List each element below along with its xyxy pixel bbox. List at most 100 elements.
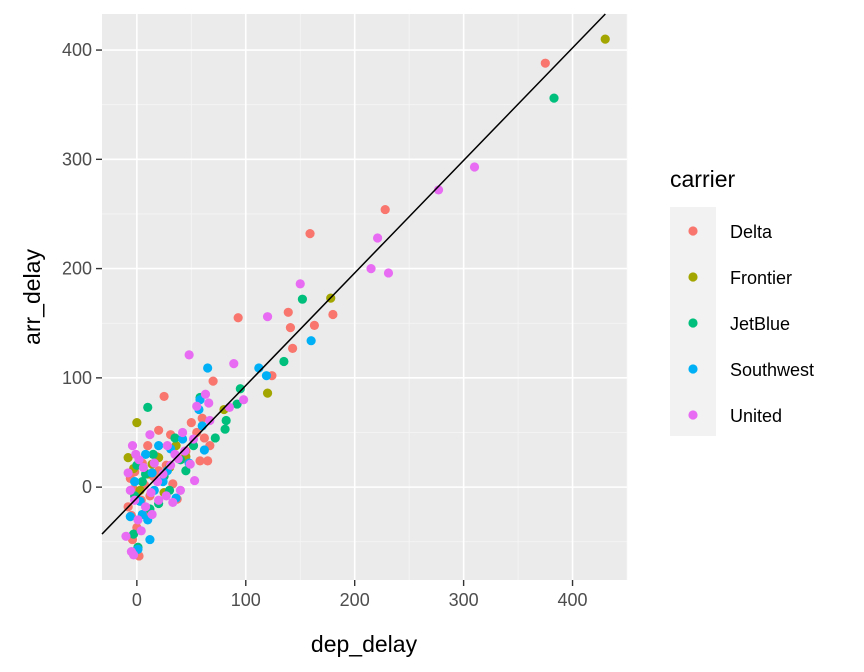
y-tick-label: 200 bbox=[62, 259, 92, 279]
data-points bbox=[121, 34, 610, 561]
point-united bbox=[158, 469, 168, 479]
point-united bbox=[383, 268, 394, 278]
x-tick-label: 300 bbox=[449, 590, 479, 610]
point-united bbox=[147, 509, 157, 520]
point-united bbox=[205, 415, 215, 426]
point-united bbox=[238, 395, 249, 405]
y-axis-title: arr_delay bbox=[19, 249, 45, 345]
x-tick-label: 200 bbox=[340, 590, 370, 610]
point-jetblue bbox=[137, 477, 147, 487]
point-delta bbox=[199, 433, 209, 443]
point-delta bbox=[159, 391, 169, 402]
point-united bbox=[366, 263, 376, 274]
point-delta bbox=[195, 456, 205, 466]
point-jetblue bbox=[297, 294, 308, 304]
y-tick-label: 300 bbox=[62, 149, 92, 169]
point-delta bbox=[328, 309, 338, 320]
point-southwest bbox=[306, 336, 316, 346]
y-axis-ticks: 0 100 200 300 400 bbox=[62, 40, 102, 497]
point-united bbox=[146, 487, 156, 498]
point-united bbox=[180, 446, 190, 456]
point-delta bbox=[197, 413, 207, 423]
legend-label-jetblue: JetBlue bbox=[730, 314, 790, 334]
point-united bbox=[149, 458, 159, 468]
point-jetblue bbox=[549, 93, 559, 103]
point-united bbox=[125, 485, 135, 496]
legend-label-frontier: Frontier bbox=[730, 268, 792, 288]
y-tick-label: 0 bbox=[82, 477, 92, 497]
legend-key-southwest bbox=[688, 364, 698, 374]
point-jetblue bbox=[170, 433, 180, 443]
point-delta bbox=[380, 204, 390, 215]
point-united bbox=[131, 449, 141, 459]
point-delta bbox=[208, 376, 218, 386]
legend-key-delta bbox=[688, 226, 698, 236]
point-delta bbox=[283, 307, 293, 317]
point-southwest bbox=[261, 371, 272, 381]
point-southwest bbox=[147, 468, 157, 478]
point-united bbox=[145, 430, 155, 440]
point-united bbox=[168, 497, 178, 508]
point-southwest bbox=[125, 512, 135, 522]
point-united bbox=[121, 531, 131, 541]
legend-label-southwest: Southwest bbox=[730, 360, 814, 380]
point-delta bbox=[143, 441, 153, 451]
point-jetblue bbox=[221, 415, 231, 426]
x-axis-ticks: 0 100 200 300 400 bbox=[132, 580, 588, 610]
point-frontier bbox=[262, 388, 273, 398]
point-united bbox=[469, 162, 480, 172]
point-united bbox=[192, 401, 202, 411]
point-united bbox=[189, 475, 200, 486]
point-southwest bbox=[154, 441, 164, 451]
point-southwest bbox=[130, 477, 140, 487]
point-jetblue bbox=[232, 399, 242, 409]
point-united bbox=[162, 441, 172, 451]
point-jetblue bbox=[143, 402, 153, 412]
reference-line-group bbox=[101, 13, 606, 535]
point-united bbox=[136, 526, 146, 536]
legend-label-united: United bbox=[730, 406, 782, 426]
point-jetblue bbox=[235, 384, 245, 394]
point-united bbox=[133, 515, 143, 525]
point-delta bbox=[203, 456, 213, 466]
point-united bbox=[295, 279, 305, 289]
point-delta bbox=[540, 58, 550, 68]
legend-key-frontier bbox=[688, 272, 698, 282]
point-united bbox=[154, 495, 164, 505]
point-southwest bbox=[199, 445, 209, 455]
reference-line bbox=[101, 13, 606, 535]
point-united bbox=[204, 398, 214, 408]
y-tick-label: 100 bbox=[62, 368, 92, 388]
legend-key-united bbox=[688, 410, 698, 420]
point-southwest bbox=[203, 363, 213, 373]
point-southwest bbox=[140, 449, 151, 459]
minor-gridlines bbox=[102, 14, 628, 580]
point-united bbox=[166, 460, 176, 470]
point-united bbox=[161, 491, 171, 501]
point-jetblue bbox=[148, 449, 158, 459]
point-frontier bbox=[600, 34, 610, 44]
point-southwest bbox=[197, 421, 207, 431]
point-united bbox=[372, 233, 383, 243]
point-united bbox=[200, 389, 211, 399]
point-united bbox=[224, 402, 235, 412]
legend-key-jetblue bbox=[688, 318, 698, 328]
x-tick-label: 400 bbox=[558, 590, 588, 610]
point-frontier bbox=[123, 453, 133, 463]
point-jetblue bbox=[210, 433, 220, 443]
point-jetblue bbox=[188, 441, 199, 451]
major-gridlines bbox=[102, 14, 627, 580]
point-united bbox=[173, 454, 183, 464]
point-united bbox=[140, 502, 151, 512]
legend: carrier Delta Frontier JetBlue Southwest Uni… bbox=[670, 166, 814, 436]
point-southwest bbox=[178, 434, 188, 444]
point-united bbox=[152, 477, 163, 487]
point-united bbox=[178, 427, 188, 438]
point-united bbox=[123, 468, 133, 478]
point-united bbox=[185, 459, 195, 469]
x-tick-label: 0 bbox=[132, 590, 142, 610]
point-delta bbox=[186, 418, 196, 428]
point-united bbox=[175, 485, 186, 496]
y-tick-label: 400 bbox=[62, 40, 92, 60]
point-delta bbox=[288, 343, 298, 353]
